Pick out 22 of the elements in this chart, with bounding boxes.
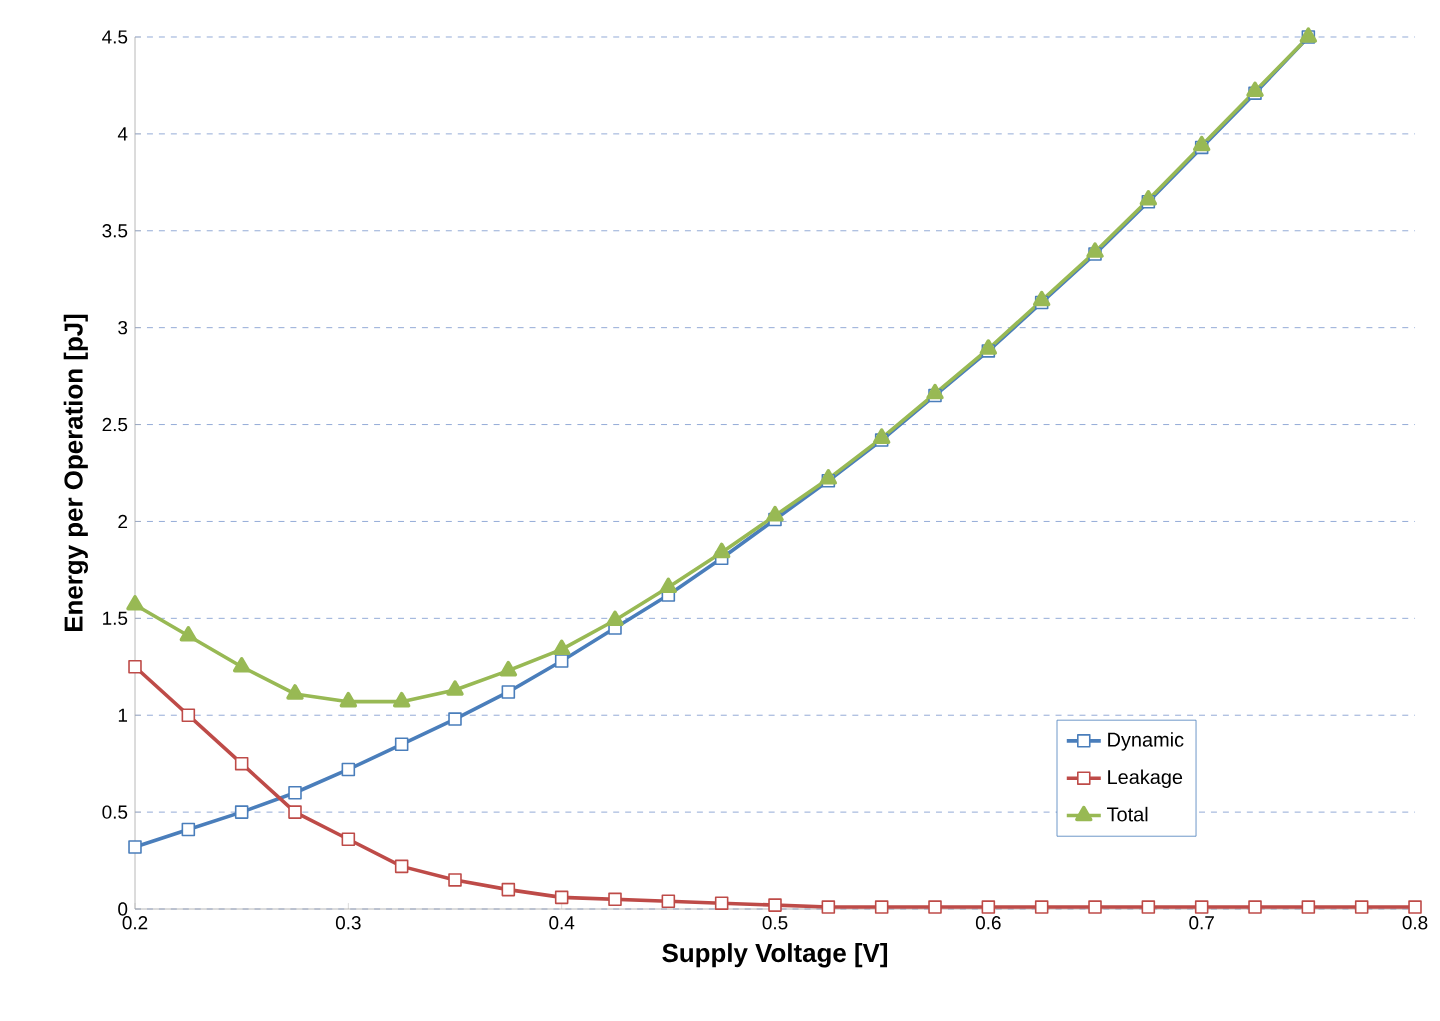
y-tick-label: 3.5 <box>102 224 128 238</box>
y-tick-label: 3 <box>118 320 128 335</box>
y-tick-label: 2.5 <box>102 417 128 432</box>
legend-label: Leakage <box>1108 769 1183 789</box>
x-tick-label: 0.7 <box>1189 916 1214 930</box>
x-tick-label: 0.6 <box>975 916 1001 930</box>
legend-label: Dynamic <box>1108 732 1184 751</box>
x-tick-label: 0.5 <box>762 916 788 930</box>
x-axis-title: Supply Voltage [V] <box>662 943 888 968</box>
x-tick-label: 0.4 <box>549 916 575 930</box>
legend-label: Total <box>1107 806 1148 822</box>
y-tick-label: 1 <box>118 708 128 722</box>
x-tick-label: 0.8 <box>1402 916 1428 930</box>
y-tick-label: 4.5 <box>102 30 128 44</box>
y-tick-label: 1.5 <box>103 611 128 625</box>
y-tick-label: 0.5 <box>102 805 128 819</box>
y-tick-label: 0 <box>118 902 128 916</box>
y-tick-label: 4 <box>117 127 128 141</box>
x-tick-label: 0.2 <box>122 916 148 930</box>
y-tick-label: 2 <box>118 514 128 529</box>
y-axis-title: Energy per Operation [pJ] <box>63 314 88 632</box>
x-tick-label: 0.3 <box>335 916 361 930</box>
